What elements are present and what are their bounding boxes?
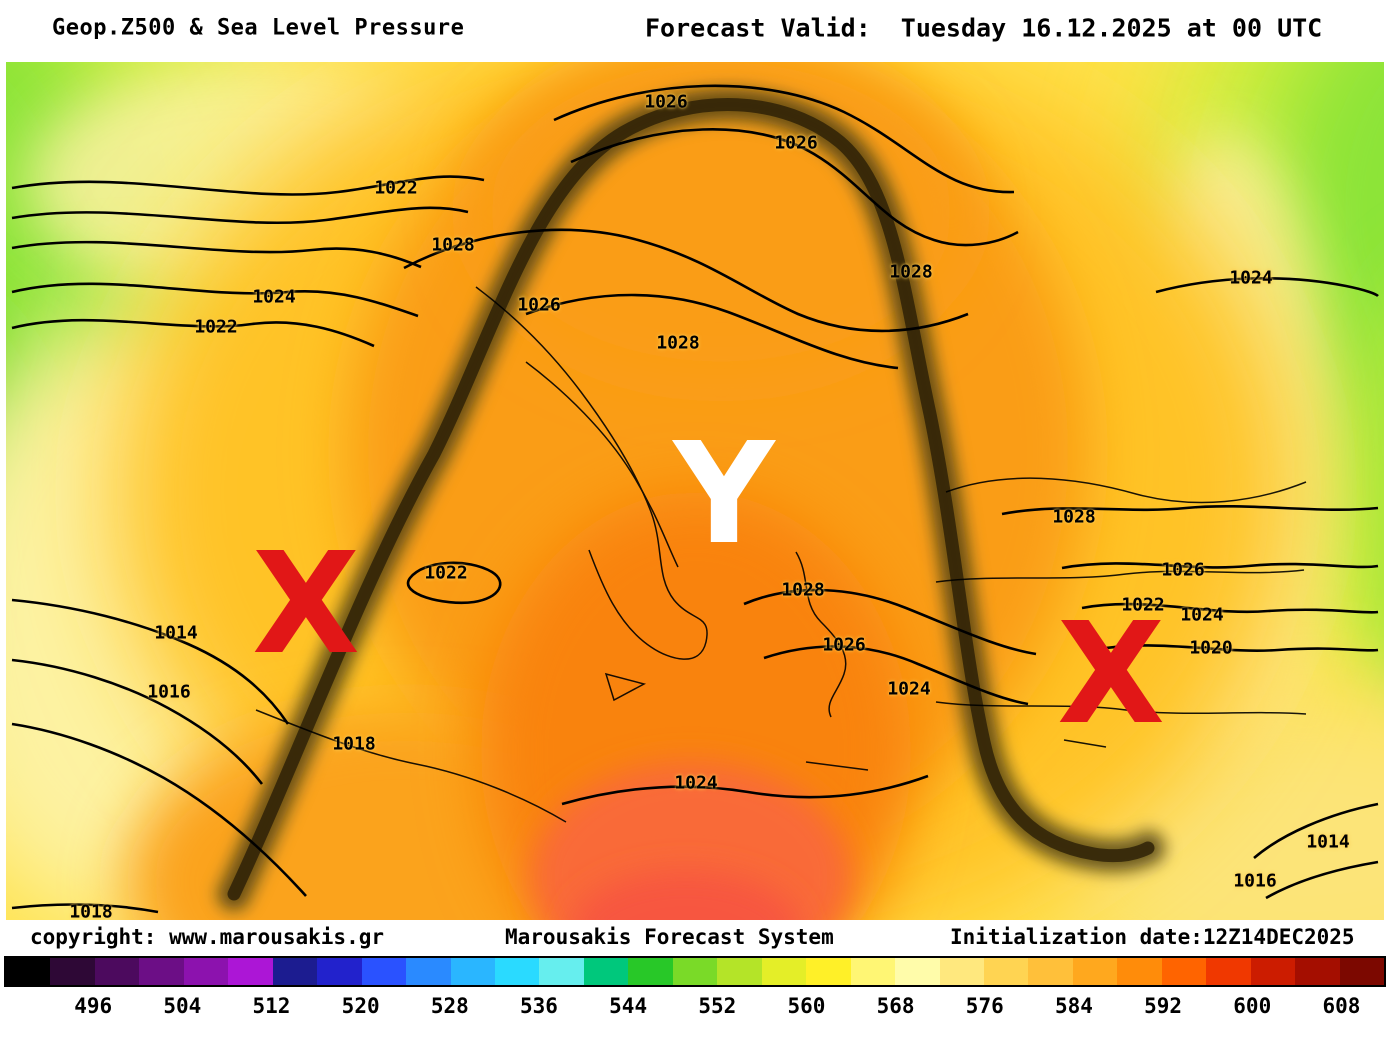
map-canvas <box>6 62 1384 920</box>
init-date: Initialization date:12Z14DEC2025 <box>950 925 1355 949</box>
colorbar-segment <box>139 958 184 985</box>
colorbar-segment <box>850 958 896 985</box>
colorbar-segment <box>1339 958 1385 985</box>
colorbar-segment <box>1072 958 1118 985</box>
colorbar-segment <box>583 958 629 985</box>
coastlines-layer <box>255 286 1307 823</box>
isobar-lines-layer <box>11 84 1379 914</box>
colorbar-tick-label: 608 <box>1322 994 1361 1018</box>
forecast-valid: Forecast Valid: Tuesday 16.12.2025 at 00 … <box>645 14 1322 43</box>
colorbar-segment <box>672 958 718 985</box>
colorbar-segment <box>272 958 318 985</box>
colorbar-segment <box>450 958 495 985</box>
colorbar <box>4 956 1386 987</box>
colorbar-tick-label: 560 <box>787 994 826 1018</box>
colorbar-segment <box>761 958 807 985</box>
colorbar-segment <box>317 958 362 985</box>
forecast-valid-label: Forecast Valid: <box>645 13 871 43</box>
colorbar-tick-label: 584 <box>1054 994 1093 1018</box>
colorbar-segment <box>1161 958 1207 985</box>
colorbar-segment <box>1117 958 1162 985</box>
colorbar-tick-label: 576 <box>965 994 1004 1018</box>
colorbar-tick-label: 512 <box>252 994 291 1018</box>
colorbar-segment <box>939 958 984 985</box>
colorbar-tick-label: 600 <box>1233 994 1272 1018</box>
colorbar-segment <box>1028 958 1073 985</box>
footer-bar: copyright: www.marousakis.gr Marousakis … <box>0 920 1390 954</box>
colorbar-tick-label: 496 <box>74 994 113 1018</box>
colorbar-segment <box>406 958 451 985</box>
colorbar-segment <box>895 958 940 985</box>
colorbar-segment <box>6 958 51 985</box>
colorbar-ticks: 496 504 512 520 528 536 544 552 560 568 576 584 592 6… <box>4 992 1386 1022</box>
colorbar-tick-label: 552 <box>698 994 737 1018</box>
colorbar-tick-label: 520 <box>341 994 380 1018</box>
copyright-text: copyright: www.marousakis.gr <box>30 925 385 949</box>
colorbar-segment <box>806 958 851 985</box>
colorbar-segment <box>717 958 762 985</box>
colorbar-tick-label: 568 <box>876 994 915 1018</box>
header-bar: Geop.Z500 & Sea Level Pressure Forecast … <box>0 0 1390 60</box>
colorbar-segment <box>94 958 140 985</box>
colorbar-tick-label: 528 <box>430 994 469 1018</box>
forecast-valid-value: Tuesday 16.12.2025 at 00 UTC <box>900 13 1323 43</box>
colorbar-segment <box>228 958 273 985</box>
colorbar-tick-label: 544 <box>609 994 648 1018</box>
colorbar-tick-label: 536 <box>519 994 558 1018</box>
colorbar-tick-label: 504 <box>163 994 202 1018</box>
colorbar-tick-label: 592 <box>1144 994 1183 1018</box>
colorbar-segment <box>539 958 584 985</box>
colorbar-segment <box>361 958 407 985</box>
colorbar-segment <box>983 958 1029 985</box>
jet-stream-band <box>211 81 1171 917</box>
system-name: Marousakis Forecast System <box>505 925 834 949</box>
colorbar-segment <box>1250 958 1296 985</box>
colorbar-segment <box>494 958 540 985</box>
colorbar-segment <box>1206 958 1251 985</box>
colorbar-segment <box>1295 958 1340 985</box>
colorbar-segment <box>50 958 95 985</box>
colorbar-segment <box>183 958 229 985</box>
map-title: Geop.Z500 & Sea Level Pressure <box>52 15 465 41</box>
colorbar-segment <box>628 958 673 985</box>
weather-map: 1026 1026 1022 1028 1024 1022 1026 1028 1028 1024… <box>6 62 1384 920</box>
